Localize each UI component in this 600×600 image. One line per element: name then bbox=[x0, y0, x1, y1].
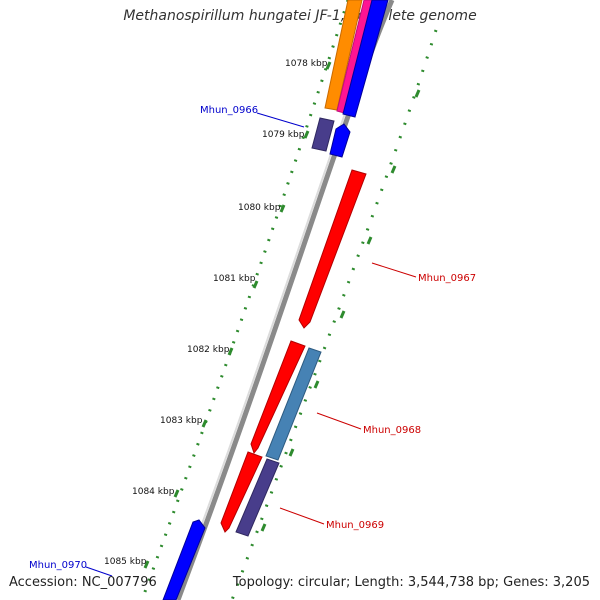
gene-callouts bbox=[85, 112, 417, 577]
scale-label: 1078 kbp bbox=[285, 59, 328, 69]
accession-text: Accession: NC_007796 bbox=[9, 575, 157, 590]
gene-labels: Mhun_0966 Mhun_0967 Mhun_0968 Mhun_0969 … bbox=[29, 105, 476, 571]
gene-mhun-0966-purple bbox=[311, 117, 335, 152]
genome-summary-text: Topology: circular; Length: 3,544,738 bp… bbox=[232, 575, 590, 590]
gene-mhun-0968-red bbox=[250, 340, 306, 455]
scale-labels: 1078 kbp 1079 kbp 1080 kbp 1081 kbp 1082… bbox=[104, 59, 328, 567]
gene-label: Mhun_0969 bbox=[326, 520, 384, 531]
gene-label: Mhun_0966 bbox=[200, 105, 258, 116]
scale-label: 1083 kbp bbox=[160, 416, 203, 426]
gc-track-outer bbox=[230, 29, 438, 600]
gene-mhun-0967 bbox=[298, 169, 367, 329]
scale-label: 1085 kbp bbox=[104, 557, 147, 567]
gene-label: Mhun_0968 bbox=[363, 425, 421, 436]
scale-label: 1079 kbp bbox=[262, 130, 305, 140]
scale-label: 1081 kbp bbox=[213, 274, 256, 284]
gene-mhun-0968-steelblue bbox=[265, 347, 322, 461]
gene-label: Mhun_0967 bbox=[418, 273, 476, 284]
scale-label: 1080 kbp bbox=[238, 203, 281, 213]
blue-feature-top bbox=[342, 0, 389, 118]
scale-label: 1084 kbp bbox=[132, 487, 175, 497]
gene-mhun-0966-arrow bbox=[329, 123, 351, 158]
gene-label: Mhun_0970 bbox=[29, 560, 87, 571]
gene-mhun-0970 bbox=[162, 519, 206, 600]
gc-peaks bbox=[143, 61, 421, 569]
gene-mhun-0969-red bbox=[220, 451, 263, 533]
gene-mhun-0969-purple bbox=[235, 458, 280, 537]
scale-label: 1082 kbp bbox=[187, 345, 230, 355]
